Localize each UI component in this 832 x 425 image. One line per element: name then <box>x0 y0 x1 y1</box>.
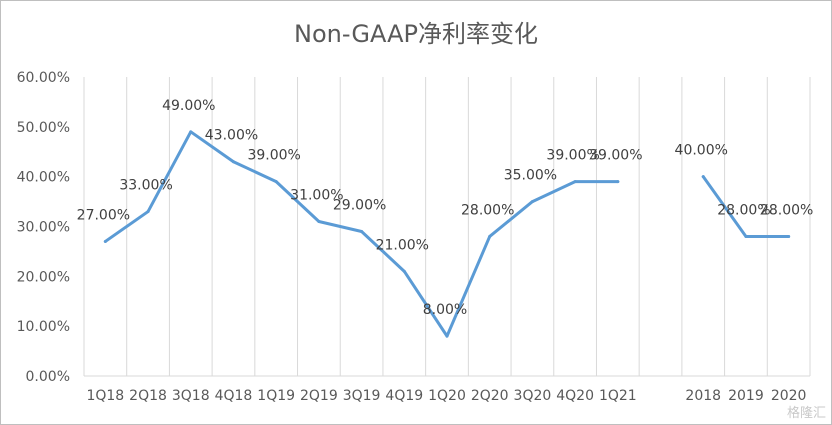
x-tick-label: 1Q19 <box>257 388 295 404</box>
x-tick-label: 1Q18 <box>86 388 124 404</box>
x-tick-label: 3Q18 <box>172 388 210 404</box>
y-tick-label: 30.00% <box>17 220 70 236</box>
data-label: 29.00% <box>333 197 386 213</box>
data-point <box>103 239 107 243</box>
data-point <box>402 269 406 273</box>
y-tick-label: 50.00% <box>17 120 70 136</box>
x-tick-label: 2Q20 <box>471 388 509 404</box>
x-tick-label: 1Q21 <box>599 388 637 404</box>
x-tick-label: 2020 <box>771 388 807 404</box>
data-point <box>787 234 791 238</box>
data-label: 28.00% <box>760 202 813 218</box>
data-label: 49.00% <box>162 98 215 114</box>
data-point <box>701 175 705 179</box>
data-label: 39.00% <box>589 148 642 164</box>
data-label: 28.00% <box>717 202 770 218</box>
data-label: 39.00% <box>546 148 599 164</box>
y-tick-label: 40.00% <box>17 170 70 186</box>
x-tick-label: 1Q20 <box>428 388 466 404</box>
data-point <box>616 180 620 184</box>
data-point <box>360 229 364 233</box>
data-point <box>274 180 278 184</box>
data-label: 39.00% <box>247 148 300 164</box>
series-line <box>103 130 620 338</box>
data-point <box>146 210 150 214</box>
data-point <box>445 334 449 338</box>
data-point <box>231 160 235 164</box>
data-label: 35.00% <box>504 168 557 184</box>
data-label: 21.00% <box>376 237 429 253</box>
y-tick-label: 20.00% <box>17 269 70 285</box>
y-tick-label: 0.00% <box>26 369 70 385</box>
x-tick-label: 2Q18 <box>129 388 167 404</box>
data-label: 8.00% <box>423 302 467 318</box>
x-tick-label: 3Q19 <box>343 388 381 404</box>
x-tick-label: 2018 <box>685 388 721 404</box>
data-label: 40.00% <box>675 143 728 159</box>
data-point <box>317 220 321 224</box>
y-tick-label: 10.00% <box>17 319 70 335</box>
x-tick-label: 2019 <box>728 388 764 404</box>
x-tick-label: 4Q20 <box>556 388 594 404</box>
data-label: 28.00% <box>461 202 514 218</box>
data-point <box>488 234 492 238</box>
y-tick-label: 60.00% <box>17 70 70 86</box>
data-label: 31.00% <box>290 188 343 204</box>
x-tick-label: 4Q19 <box>385 388 423 404</box>
data-label: 33.00% <box>119 178 172 194</box>
data-label: 43.00% <box>205 128 258 144</box>
data-point <box>744 234 748 238</box>
data-point <box>189 130 193 134</box>
data-point <box>530 200 534 204</box>
data-point <box>573 180 577 184</box>
data-label: 27.00% <box>77 207 130 223</box>
watermark-logo: 格隆汇 <box>786 406 826 421</box>
x-tick-label: 4Q18 <box>215 388 253 404</box>
x-tick-label: 2Q19 <box>300 388 338 404</box>
x-tick-label: 3Q20 <box>514 388 552 404</box>
chart-title: Non-GAAP净利率变化 <box>294 20 538 48</box>
